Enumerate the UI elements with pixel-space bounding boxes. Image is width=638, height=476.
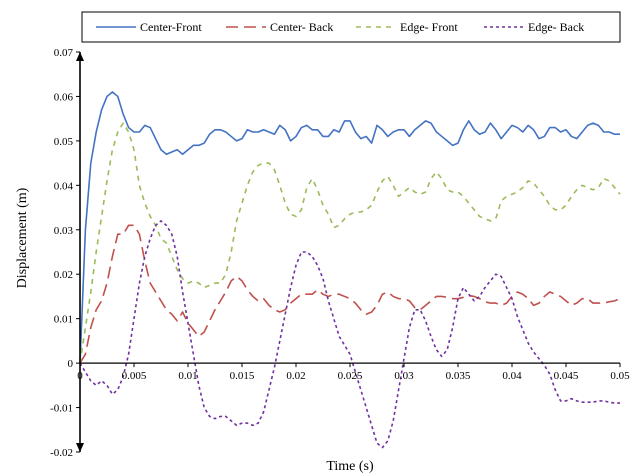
- y-tick-label: 0.03: [54, 225, 74, 237]
- y-axis-arrow-down-icon: [76, 443, 84, 452]
- series-line-1: [79, 224, 621, 364]
- series-line-3: [79, 220, 620, 449]
- y-tick-label: 0.06: [54, 91, 74, 103]
- y-tick-label: 0.02: [54, 269, 73, 281]
- y-tick-label: -0.01: [50, 403, 73, 415]
- x-tick-label: 0.01: [178, 370, 197, 382]
- x-tick-label: 0.03: [394, 370, 414, 382]
- x-tick-label: 0.015: [230, 370, 255, 382]
- x-tick-label: 0.035: [446, 370, 471, 382]
- y-tick-label: 0: [68, 358, 74, 370]
- x-tick-label: 0: [77, 370, 83, 382]
- y-tick-label: 0.01: [54, 314, 73, 326]
- legend: Center-Front Center- Back Edge- Front Edge-…: [81, 11, 621, 43]
- legend-label-2: Edge- Front: [400, 20, 458, 34]
- series-line-0: [79, 91, 620, 364]
- y-tick-label: 0.07: [54, 47, 74, 59]
- y-tick-label: 0.04: [54, 180, 74, 192]
- y-tick-label: -0.02: [50, 447, 73, 459]
- x-tick-label: 0.045: [554, 370, 579, 382]
- x-tick-label: 0.05: [610, 370, 630, 382]
- x-tick-label: 0.04: [502, 370, 522, 382]
- x-tick-label: 0.025: [338, 370, 363, 382]
- x-tick-label: 0.005: [122, 370, 147, 382]
- x-tick-label: 0.02: [286, 370, 305, 382]
- legend-label-1: Center- Back: [270, 20, 333, 34]
- x-axis-title: Time (s): [326, 459, 374, 474]
- series-line-2: [79, 122, 621, 364]
- legend-label-3: Edge- Back: [528, 20, 584, 34]
- legend-box: [81, 11, 621, 43]
- y-axis-arrow-up-icon: [76, 52, 84, 61]
- legend-label-0: Center-Front: [140, 20, 202, 34]
- plot-area: -0.02 -0.01 0 0.01 0.02 0.03 0.04 0.05 0.06 0.07 0…: [50, 47, 630, 459]
- y-axis-title: Displacement (m): [15, 187, 30, 288]
- y-tick-label: 0.05: [54, 136, 74, 148]
